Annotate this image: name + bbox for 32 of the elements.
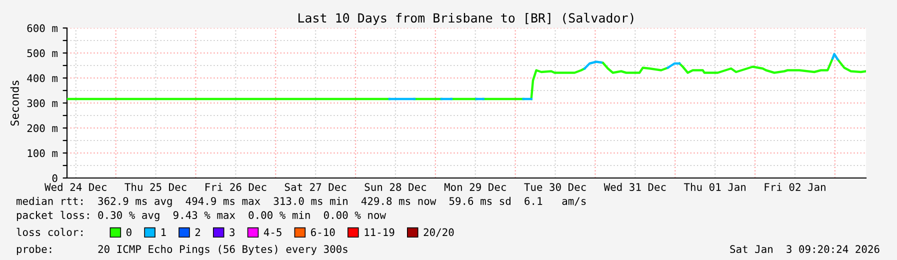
text: packet loss: 0.30 % avg 9.43 % max 0.00 % min 0.00 % now bbox=[16, 210, 386, 222]
y-tick-label: 100 m bbox=[28, 149, 58, 158]
legend-label: 4-5 bbox=[264, 228, 282, 236]
x-tick-label: Thu 25 Dec bbox=[124, 182, 186, 191]
legend-title: loss color: bbox=[16, 228, 82, 236]
y-tick-label: 600 m bbox=[27, 24, 58, 32]
legend-label: 6-10 bbox=[311, 228, 335, 236]
text: median rtt: 362.9 ms avg 494.9 ms max 313.0 ms min 429.8 ms now 59.6 ms sd 6.1 am/s bbox=[16, 196, 586, 208]
legend-label: 11-19 bbox=[364, 228, 394, 236]
x-tick-label: Thu 01 Jan bbox=[684, 182, 746, 191]
text: Sat Jan 3 09:20:24 2026 bbox=[730, 245, 880, 254]
chart-title: Last 10 Days from Brisbane to [BR] (Salvador) bbox=[298, 12, 634, 26]
x-tick-label: Sat 27 Dec bbox=[284, 183, 346, 191]
legend-label: 1 bbox=[161, 228, 166, 236]
x-tick-label: Mon 29 Dec bbox=[444, 183, 506, 191]
y-tick-label: 500 m bbox=[27, 49, 58, 58]
x-tick-label: Tue 30 Dec bbox=[524, 183, 586, 191]
y-tick-label: 200 m bbox=[27, 124, 58, 132]
y-tick-label: 300 m bbox=[27, 99, 58, 108]
y-tick-label: 0 bbox=[52, 174, 58, 182]
x-tick-label: Wed 31 Dec bbox=[604, 182, 666, 191]
x-tick-label: Fri 02 Jan bbox=[764, 182, 826, 191]
legend-label: 20/20 bbox=[424, 228, 454, 237]
legend-label: 3 bbox=[230, 228, 235, 236]
y-axis-title: Seconds bbox=[10, 80, 19, 126]
y-tick-label: 400 m bbox=[27, 74, 58, 82]
x-tick-label: Wed 24 Dec bbox=[44, 182, 106, 191]
legend-label: 2 bbox=[195, 228, 200, 236]
text: probe: 20 ICMP Echo Pings (56 Bytes) every 300s bbox=[16, 244, 348, 256]
legend-label: 0 bbox=[126, 228, 132, 236]
x-tick-label: Fri 26 Dec bbox=[206, 182, 266, 191]
x-tick-label: Sun 28 Dec bbox=[364, 183, 426, 191]
